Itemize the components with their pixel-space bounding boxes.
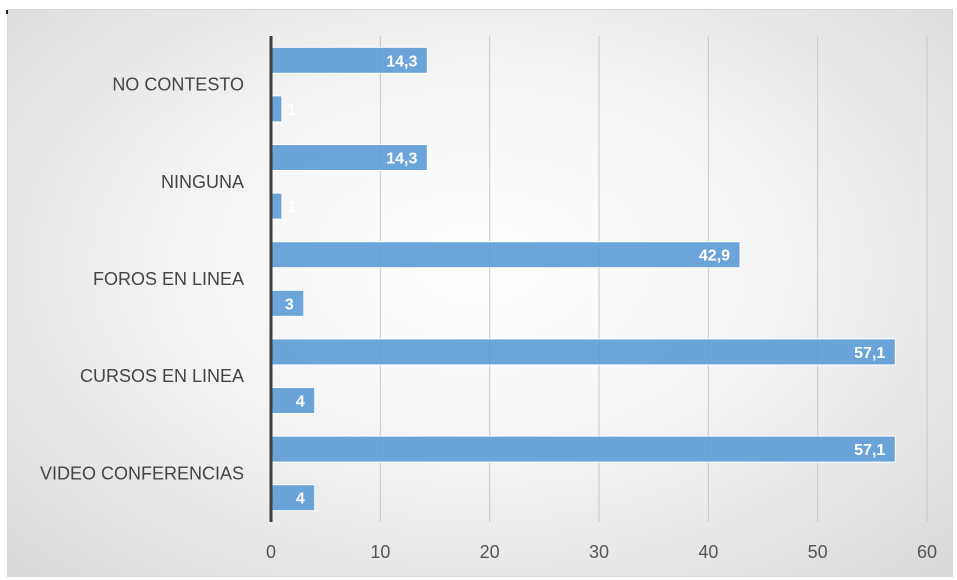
- x-tick-label: 40: [698, 542, 718, 562]
- bar: [270, 484, 316, 512]
- bar: [270, 241, 741, 269]
- data-label: 57,1: [854, 442, 885, 459]
- data-label: 1: [287, 102, 296, 119]
- data-label: 14,3: [386, 151, 417, 168]
- bar: [270, 192, 283, 220]
- bars: [270, 46, 896, 512]
- category-label: NINGUNA: [161, 172, 244, 192]
- data-label: 3: [285, 296, 294, 313]
- bar: [270, 338, 896, 366]
- chart-area: [7, 9, 953, 577]
- data-label: 1: [287, 199, 296, 216]
- bar: [270, 95, 283, 123]
- corner-mark: [6, 10, 8, 14]
- data-label: 57,1: [854, 345, 885, 362]
- category-label: VIDEO CONFERENCIAS: [40, 463, 244, 483]
- bar: [270, 387, 316, 414]
- data-label: 14,3: [386, 53, 417, 70]
- category-label: NO CONTESTO: [112, 75, 244, 95]
- x-tick-label: 60: [917, 542, 937, 562]
- bar: [270, 46, 428, 74]
- x-tick-label: 0: [266, 542, 276, 562]
- bar: [270, 435, 896, 463]
- data-label: 4: [296, 491, 305, 508]
- category-label: CURSOS EN LINEA: [80, 366, 244, 386]
- labels: 0 10 20 30 40 50 60 4 57,1 VIDEO CONFERENCIAS 4 57,…: [40, 53, 937, 562]
- data-label: 42,9: [699, 248, 730, 265]
- x-tick-label: 50: [808, 542, 828, 562]
- data-label: 4: [296, 394, 305, 411]
- x-tick-label: 20: [480, 542, 500, 562]
- category-label: FOROS EN LINEA: [93, 269, 244, 289]
- x-tick-label: 10: [370, 542, 390, 562]
- x-tick-label: 30: [589, 542, 609, 562]
